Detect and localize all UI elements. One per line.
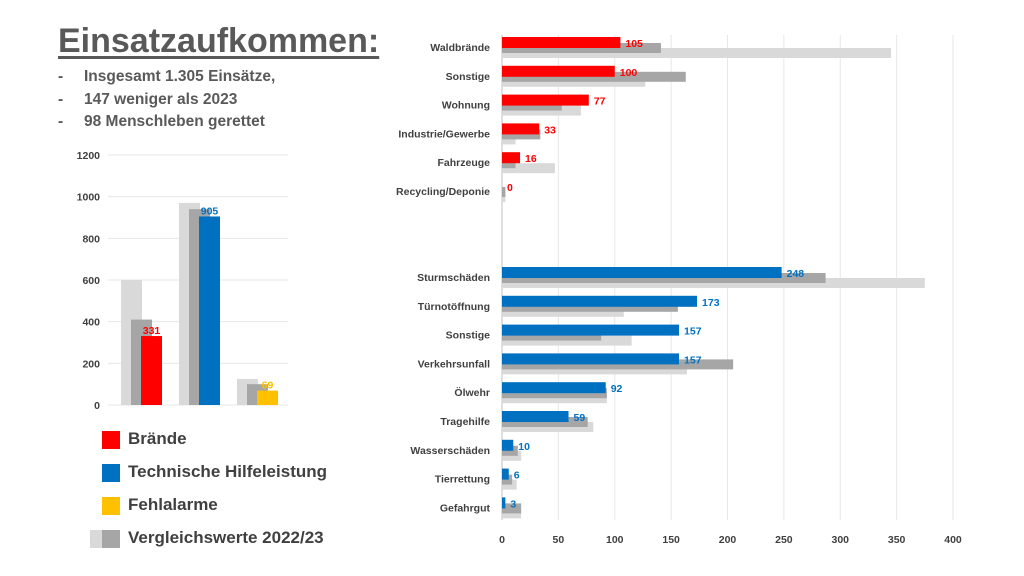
- data-label: 10: [518, 441, 530, 453]
- bar: [502, 353, 680, 365]
- data-label: 105: [625, 38, 643, 50]
- bar: [502, 324, 680, 336]
- legend-swatch-yellow: [102, 497, 120, 515]
- bar: [502, 94, 589, 106]
- x-tick-label: 200: [719, 534, 737, 546]
- legend-swatch-blue: [102, 464, 120, 482]
- category-label: Tragehilfe: [440, 416, 490, 428]
- data-label: 33: [544, 124, 556, 136]
- category-label: Verkehrsunfall: [418, 358, 490, 370]
- category-label: Tierrettung: [435, 474, 490, 486]
- y-tick-label: 800: [82, 233, 100, 245]
- data-label: 92: [611, 383, 623, 395]
- category-label: Fahrzeuge: [437, 157, 490, 169]
- y-tick-label: 400: [82, 317, 100, 329]
- compare-2023-bar: [502, 187, 506, 197]
- y-tick-label: 1000: [77, 192, 101, 204]
- data-label: 3: [510, 498, 516, 510]
- x-tick-label: 50: [553, 534, 565, 546]
- compare-2023-bar: [502, 503, 522, 514]
- data-label: 0: [507, 182, 513, 194]
- legend-label: Vergleichswerte 2022/23: [128, 528, 324, 547]
- category-label: Sturmschäden: [417, 272, 490, 284]
- legend-label: Technische Hilfeleistung: [128, 462, 328, 481]
- data-label: 16: [525, 153, 537, 165]
- bar: [502, 468, 509, 480]
- data-label: 157: [684, 326, 702, 338]
- data-label: 157: [684, 354, 702, 366]
- data-label: 331: [143, 325, 161, 337]
- data-label: 905: [201, 205, 219, 217]
- bar: [502, 37, 621, 48]
- category-label: Industrie/Gewerbe: [398, 128, 490, 140]
- legend-swatch-gray: [102, 530, 120, 548]
- category-label: Gefahrgut: [440, 502, 491, 514]
- category-label: Ölwehr: [454, 386, 490, 399]
- data-label: 69: [262, 380, 274, 392]
- y-tick-label: 1200: [77, 150, 101, 162]
- x-tick-label: 250: [775, 534, 793, 546]
- bar: [502, 152, 521, 164]
- category-label: Türnotöffnung: [418, 301, 490, 313]
- bar: [199, 216, 220, 405]
- data-label: 100: [620, 67, 638, 79]
- x-tick-label: 300: [831, 534, 849, 546]
- y-tick-label: 600: [82, 275, 100, 287]
- category-label: Sonstige: [446, 330, 490, 342]
- category-label: Wasserschäden: [410, 445, 490, 457]
- y-tick-label: 0: [94, 400, 100, 412]
- bar: [502, 295, 698, 307]
- data-label: 6: [514, 470, 520, 482]
- data-label: 59: [574, 412, 586, 424]
- summary-item-text: Insgesamt 1.305 Einsätze,: [84, 68, 276, 85]
- bar: [502, 267, 782, 278]
- category-label: Recycling/Deponie: [396, 186, 490, 198]
- y-tick-label: 200: [82, 358, 100, 370]
- bar: [502, 65, 615, 77]
- legend-swatch-red: [102, 431, 120, 449]
- bar: [502, 382, 606, 394]
- bar: [257, 390, 278, 405]
- data-label: 173: [702, 297, 720, 309]
- bar: [502, 497, 506, 509]
- data-label: 248: [787, 268, 805, 280]
- compare-2022-bar: [502, 48, 891, 58]
- legend-label: Brände: [128, 429, 187, 448]
- bar: [141, 336, 162, 405]
- legend-label: Fehlalarme: [128, 495, 218, 514]
- x-tick-label: 0: [499, 534, 505, 546]
- data-label: 77: [594, 96, 606, 108]
- category-label: Waldbrände: [430, 42, 490, 54]
- summary-list: - Insgesamt 1.305 Einsätze, -147 weniger …: [58, 66, 275, 134]
- category-label: Sonstige: [446, 71, 490, 83]
- summary-item: -147 weniger als 2023: [58, 90, 238, 108]
- summary-item-text: 147 weniger als 2023: [84, 90, 238, 108]
- compare-2022-bar: [502, 163, 555, 174]
- page-title: Einsatzaufkommen:: [58, 22, 380, 60]
- bar: [502, 439, 514, 451]
- x-tick-label: 400: [944, 534, 962, 546]
- category-label: Wohnung: [442, 100, 490, 112]
- x-tick-label: 350: [888, 534, 906, 546]
- x-tick-label: 150: [662, 534, 680, 546]
- bar: [502, 411, 569, 422]
- bar: [502, 123, 540, 135]
- summary-item-text: 98 Menschleben gerettet: [84, 113, 265, 130]
- summary-item: - Insgesamt 1.305 Einsätze,: [58, 68, 276, 85]
- x-tick-label: 100: [606, 534, 624, 546]
- summary-item: -98 Menschleben gerettet: [58, 113, 265, 130]
